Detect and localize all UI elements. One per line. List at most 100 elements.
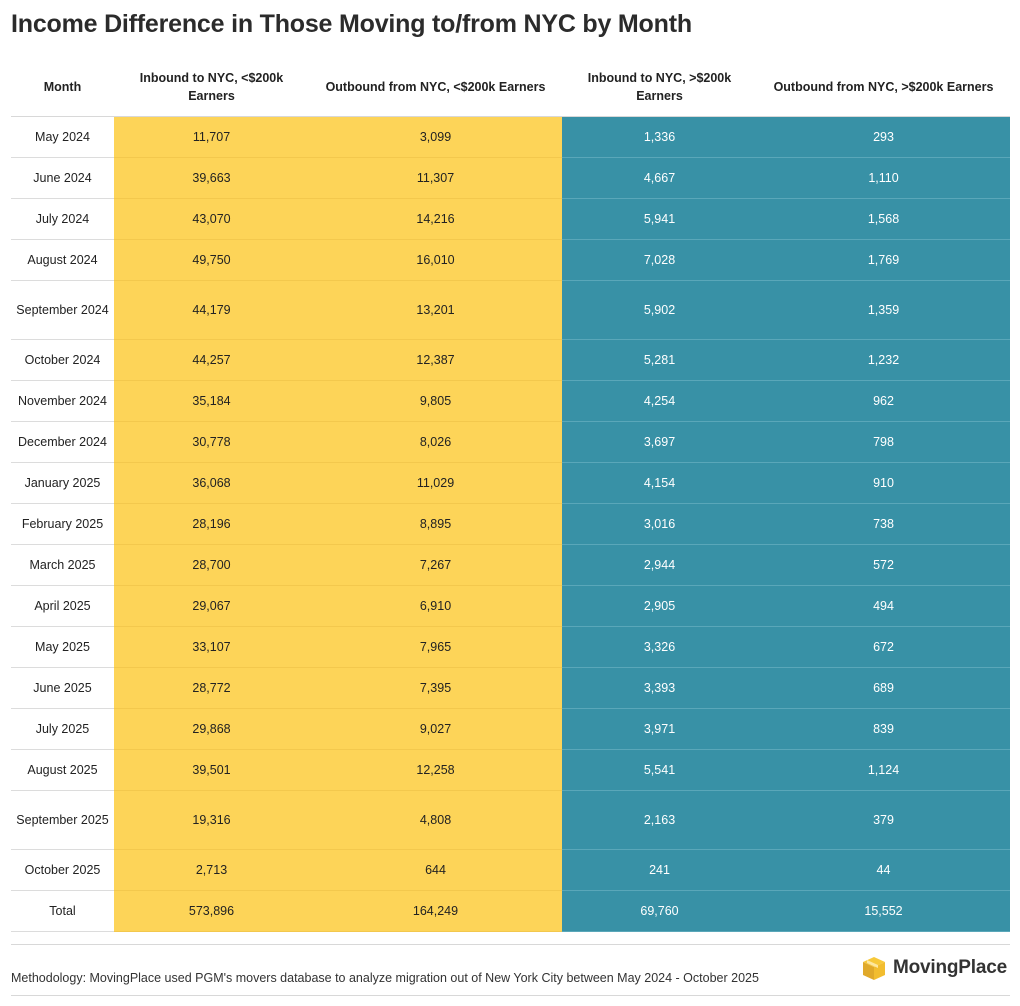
column-header-inbound-under-200k: Inbound to NYC, <$200k Earners — [114, 58, 309, 117]
column-header-outbound-over-200k: Outbound from NYC, >$200k Earners — [757, 58, 1010, 117]
box-icon — [863, 957, 885, 980]
cell-outbound-under-200k: 11,029 — [309, 462, 562, 504]
table-row: August 2024 49,750 16,010 7,028 1,769 — [11, 239, 1010, 281]
cell-outbound-over-200k: 1,124 — [757, 749, 1010, 791]
column-header-inbound-over-200k: Inbound to NYC, >$200k Earners — [562, 58, 757, 117]
cell-outbound-over-200k: 962 — [757, 380, 1010, 422]
cell-inbound-over-200k: 2,163 — [562, 790, 757, 850]
cell-inbound-over-200k: 2,905 — [562, 585, 757, 627]
cell-outbound-over-200k: 672 — [757, 626, 1010, 668]
cell-month: April 2025 — [11, 585, 114, 627]
cell-month: June 2024 — [11, 157, 114, 199]
cell-inbound-under-200k: 28,772 — [114, 667, 309, 709]
table-row: July 2024 43,070 14,216 5,941 1,568 — [11, 198, 1010, 240]
cell-inbound-under-200k: 36,068 — [114, 462, 309, 504]
cell-outbound-over-200k: 1,232 — [757, 339, 1010, 381]
cell-outbound-under-200k: 7,965 — [309, 626, 562, 668]
cell-month: May 2025 — [11, 626, 114, 668]
cell-month: July 2025 — [11, 708, 114, 750]
cell-inbound-under-200k: 29,868 — [114, 708, 309, 750]
cell-month: January 2025 — [11, 462, 114, 504]
cell-outbound-over-200k: 572 — [757, 544, 1010, 586]
cell-inbound-over-200k: 3,971 — [562, 708, 757, 750]
cell-inbound-under-200k: 28,700 — [114, 544, 309, 586]
table-row: January 2025 36,068 11,029 4,154 910 — [11, 462, 1010, 504]
footer-divider-bottom — [11, 995, 1010, 996]
table-row: July 2025 29,868 9,027 3,971 839 — [11, 708, 1010, 750]
cell-inbound-under-200k: 33,107 — [114, 626, 309, 668]
cell-month: July 2024 — [11, 198, 114, 240]
cell-outbound-over-200k: 798 — [757, 421, 1010, 463]
table-header-row: Month Inbound to NYC, <$200k Earners Out… — [11, 58, 1010, 117]
cell-inbound-under-200k: 28,196 — [114, 503, 309, 545]
cell-inbound-over-200k: 241 — [562, 849, 757, 891]
cell-inbound-over-200k: 5,941 — [562, 198, 757, 240]
cell-inbound-under-200k: 2,713 — [114, 849, 309, 891]
cell-outbound-over-200k: 44 — [757, 849, 1010, 891]
cell-outbound-under-200k: 7,395 — [309, 667, 562, 709]
chart-title: Income Difference in Those Moving to/fro… — [11, 10, 692, 38]
cell-month: May 2024 — [11, 116, 114, 158]
cell-inbound-under-200k: 43,070 — [114, 198, 309, 240]
cell-inbound-under-200k: 39,663 — [114, 157, 309, 199]
cell-inbound-over-200k: 5,902 — [562, 280, 757, 340]
cell-inbound-under-200k: 11,707 — [114, 116, 309, 158]
cell-month: August 2025 — [11, 749, 114, 791]
cell-inbound-over-200k: 1,336 — [562, 116, 757, 158]
cell-outbound-over-200k: 1,359 — [757, 280, 1010, 340]
cell-month: December 2024 — [11, 421, 114, 463]
cell-outbound-over-200k: 494 — [757, 585, 1010, 627]
table-row: October 2024 44,257 12,387 5,281 1,232 — [11, 339, 1010, 381]
table-row: October 2025 2,713 644 241 44 — [11, 849, 1010, 891]
cell-inbound-under-200k: 35,184 — [114, 380, 309, 422]
cell-inbound-under-200k: 44,257 — [114, 339, 309, 381]
cell-outbound-over-200k: 293 — [757, 116, 1010, 158]
table-row: April 2025 29,067 6,910 2,905 494 — [11, 585, 1010, 627]
cell-outbound-under-200k: 14,216 — [309, 198, 562, 240]
cell-month: November 2024 — [11, 380, 114, 422]
cell-outbound-under-200k: 12,258 — [309, 749, 562, 791]
cell-outbound-over-200k: 1,568 — [757, 198, 1010, 240]
cell-inbound-over-200k: 3,697 — [562, 421, 757, 463]
table-row: September 2024 44,179 13,201 5,902 1,359 — [11, 280, 1010, 340]
cell-outbound-under-200k: 8,895 — [309, 503, 562, 545]
cell-inbound-under-200k: 19,316 — [114, 790, 309, 850]
cell-outbound-under-200k: 644 — [309, 849, 562, 891]
table-row: December 2024 30,778 8,026 3,697 798 — [11, 421, 1010, 463]
cell-outbound-under-200k: 4,808 — [309, 790, 562, 850]
cell-outbound-over-200k: 689 — [757, 667, 1010, 709]
methodology-note: Methodology: MovingPlace used PGM's move… — [11, 971, 759, 985]
cell-month: June 2025 — [11, 667, 114, 709]
footer-divider-top — [11, 944, 1010, 945]
cell-inbound-over-200k: 4,254 — [562, 380, 757, 422]
column-header-outbound-under-200k: Outbound from NYC, <$200k Earners — [309, 58, 562, 117]
table-row: November 2024 35,184 9,805 4,254 962 — [11, 380, 1010, 422]
cell-inbound-over-200k: 3,393 — [562, 667, 757, 709]
cell-month: August 2024 — [11, 239, 114, 281]
cell-outbound-under-200k: 8,026 — [309, 421, 562, 463]
table-row: February 2025 28,196 8,895 3,016 738 — [11, 503, 1010, 545]
data-table: Month Inbound to NYC, <$200k Earners Out… — [11, 58, 1010, 932]
table-row: Total 573,896 164,249 69,760 15,552 — [11, 890, 1010, 932]
cell-month: Total — [11, 890, 114, 932]
table-row: May 2025 33,107 7,965 3,326 672 — [11, 626, 1010, 668]
table-row: August 2025 39,501 12,258 5,541 1,124 — [11, 749, 1010, 791]
cell-month: February 2025 — [11, 503, 114, 545]
cell-inbound-over-200k: 4,154 — [562, 462, 757, 504]
cell-outbound-under-200k: 3,099 — [309, 116, 562, 158]
table-row: September 2025 19,316 4,808 2,163 379 — [11, 790, 1010, 850]
cell-inbound-under-200k: 44,179 — [114, 280, 309, 340]
cell-inbound-over-200k: 5,281 — [562, 339, 757, 381]
table-row: June 2025 28,772 7,395 3,393 689 — [11, 667, 1010, 709]
cell-outbound-under-200k: 12,387 — [309, 339, 562, 381]
cell-outbound-over-200k: 738 — [757, 503, 1010, 545]
movingplace-logo: MovingPlace — [861, 955, 1007, 981]
cell-outbound-under-200k: 6,910 — [309, 585, 562, 627]
table-body: May 2024 11,707 3,099 1,336 293 June 2024 39,6… — [11, 116, 1010, 932]
cell-inbound-over-200k: 7,028 — [562, 239, 757, 281]
cell-inbound-over-200k: 2,944 — [562, 544, 757, 586]
cell-outbound-over-200k: 379 — [757, 790, 1010, 850]
cell-month: October 2025 — [11, 849, 114, 891]
cell-outbound-over-200k: 910 — [757, 462, 1010, 504]
cell-inbound-over-200k: 3,016 — [562, 503, 757, 545]
